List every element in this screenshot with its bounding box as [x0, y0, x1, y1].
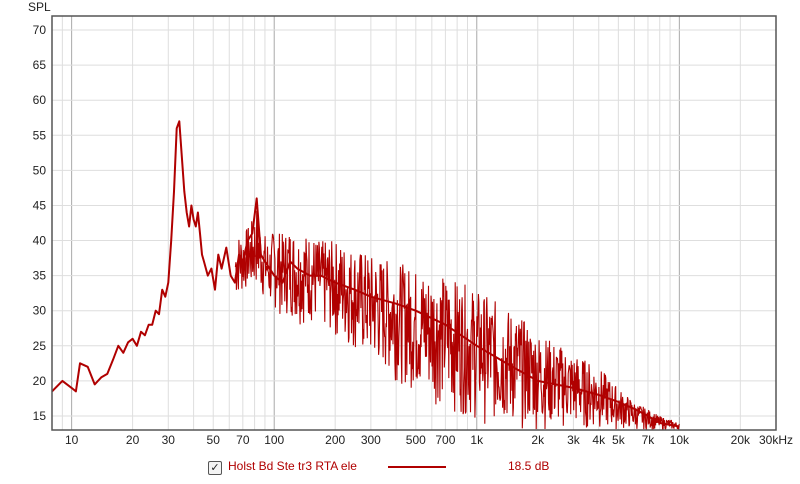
grid	[51, 16, 777, 430]
x-tick-label: 50	[207, 433, 221, 447]
y-tick-label: 30	[33, 304, 47, 318]
legend-series-swatch	[388, 466, 446, 468]
y-tick-label: 50	[33, 163, 47, 177]
y-tick-label: 40	[33, 234, 47, 248]
x-tick-label: 7k	[642, 433, 656, 447]
x-tick-label: 1k	[470, 433, 484, 447]
plot-area	[52, 16, 776, 430]
x-tick-label: 5k	[612, 433, 626, 447]
response-fill	[234, 210, 680, 430]
x-tick-label: 500	[406, 433, 426, 447]
x-tick-label: 700	[435, 433, 455, 447]
x-tick-label: 300	[361, 433, 381, 447]
y-tick-label: 60	[33, 93, 47, 107]
y-tick-label: 35	[33, 269, 47, 283]
x-tick-label: 100	[264, 433, 284, 447]
x-tick-label: 20k	[731, 433, 751, 447]
x-tick-label: 200	[325, 433, 345, 447]
x-tick-label: 20	[126, 433, 140, 447]
x-tick-label: 4k	[592, 433, 606, 447]
y-tick-label: 20	[33, 374, 47, 388]
y-tick-label: 65	[33, 58, 47, 72]
y-tick-label: 70	[33, 23, 47, 37]
tick-labels: 15 20 25 30 35 40 45 50 55 60 65 70 10 20 30 50 70 100 200…	[33, 23, 793, 447]
y-tick-label: 25	[33, 339, 47, 353]
series-line	[52, 120, 680, 428]
x-tick-label: 2k	[531, 433, 545, 447]
legend-series-label[interactable]: Holst Bd Ste tr3 RTA ele	[228, 459, 357, 473]
response-noise-trace	[234, 210, 680, 430]
x-tick-label: 10k	[670, 433, 690, 447]
x-tick-label: 30	[162, 433, 176, 447]
legend-checkbox[interactable]: ✓	[208, 461, 222, 475]
y-tick-label: 15	[33, 409, 47, 423]
x-tick-label: 10	[65, 433, 79, 447]
legend-series-value: 18.5 dB	[508, 459, 550, 473]
x-tick-label: 30kHz	[759, 433, 793, 447]
series-layer	[52, 120, 680, 428]
plot-border	[51, 15, 777, 431]
x-tick-label: 3k	[567, 433, 581, 447]
x-tick-label: 70	[236, 433, 250, 447]
spl-chart: 15 20 25 30 35 40 45 50 55 60 65 70 10 20 30 50 70 100 200…	[28, 0, 793, 447]
plot-frame	[51, 15, 777, 431]
y-axis-label: SPL	[28, 0, 51, 14]
y-tick-label: 45	[33, 198, 47, 212]
y-tick-label: 55	[33, 128, 47, 142]
